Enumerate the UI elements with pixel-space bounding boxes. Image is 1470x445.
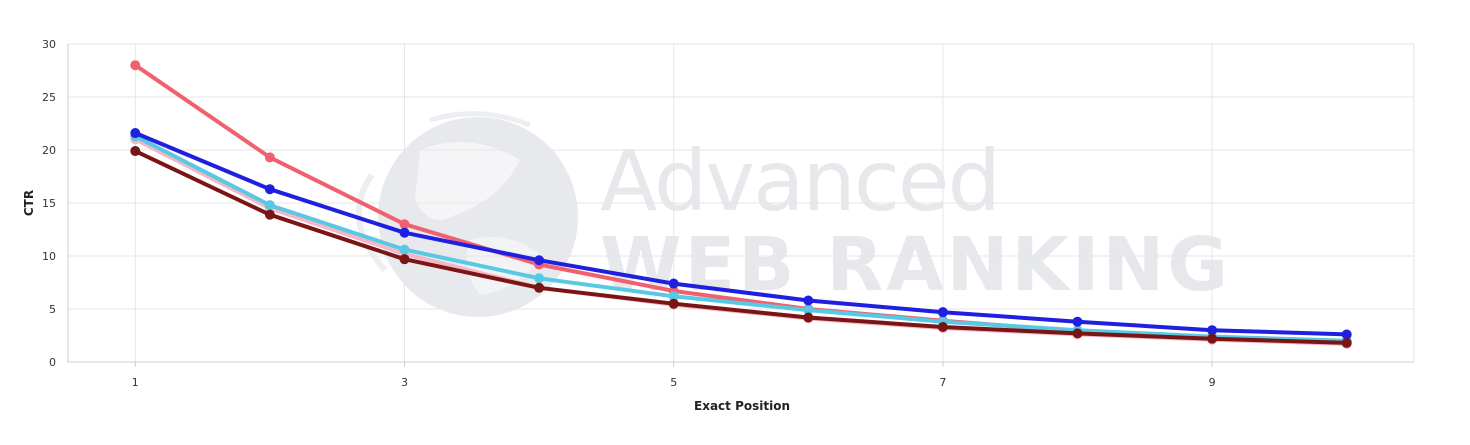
x-axis-tick-labels: 1 3 5 7 9	[132, 376, 1216, 389]
x-tick-label: 7	[939, 376, 946, 389]
series-5-point	[1207, 333, 1218, 344]
series-5-point	[1341, 337, 1352, 348]
series-4-point	[130, 128, 141, 139]
series-4-point	[937, 307, 948, 318]
series-4-point	[1207, 325, 1218, 336]
series-1-point	[399, 219, 410, 230]
y-axis-title: CTR	[22, 190, 36, 216]
y-tick-label: 10	[42, 250, 56, 263]
series-4-point	[1341, 329, 1352, 340]
y-tick-label: 5	[49, 303, 56, 316]
series-4-point	[399, 227, 410, 238]
y-tick-label: 15	[42, 197, 56, 210]
y-tick-label: 0	[49, 356, 56, 369]
x-axis-title: Exact Position	[694, 399, 790, 413]
x-tick-label: 1	[132, 376, 139, 389]
y-tick-label: 25	[42, 91, 56, 104]
series-3-point	[803, 305, 814, 316]
series-3-point	[264, 200, 275, 211]
y-tick-label: 20	[42, 144, 56, 157]
series-1-point	[130, 60, 141, 71]
series-1-point	[264, 152, 275, 163]
series-5-point	[1072, 328, 1083, 339]
series-3-line	[133, 134, 1349, 343]
watermark: Advanced WEB RANKING	[355, 111, 1228, 317]
series-3-point	[399, 244, 410, 255]
series-5-point	[534, 282, 545, 293]
series-layer	[130, 60, 1352, 349]
y-axis-tick-labels: 0 5 10 15 20 25 30	[42, 38, 56, 369]
series-4-point	[534, 255, 545, 266]
series-3-point	[534, 273, 545, 284]
series-4-point	[668, 278, 679, 289]
y-tick-label: 30	[42, 38, 56, 51]
series-4-line	[133, 131, 1349, 337]
watermark-advanced-text: Advanced	[600, 132, 999, 230]
chart-axes	[67, 44, 1414, 367]
series-4-point	[264, 184, 275, 195]
series-3-point	[668, 291, 679, 302]
series-4-point	[803, 295, 814, 306]
series-5-point	[264, 209, 275, 220]
x-tick-label: 5	[670, 376, 677, 389]
series-5-point	[937, 322, 948, 333]
series-5-point	[399, 254, 410, 265]
series-5-point	[668, 298, 679, 309]
series-5-point	[130, 146, 141, 157]
series-5	[130, 146, 1352, 348]
series-5-point	[803, 312, 814, 323]
globe-watermark-icon	[355, 111, 578, 317]
series-4	[130, 128, 1352, 340]
series-5-line	[133, 149, 1349, 345]
x-tick-label: 3	[401, 376, 408, 389]
x-tick-label: 9	[1209, 376, 1216, 389]
series-4-point	[1072, 316, 1083, 327]
